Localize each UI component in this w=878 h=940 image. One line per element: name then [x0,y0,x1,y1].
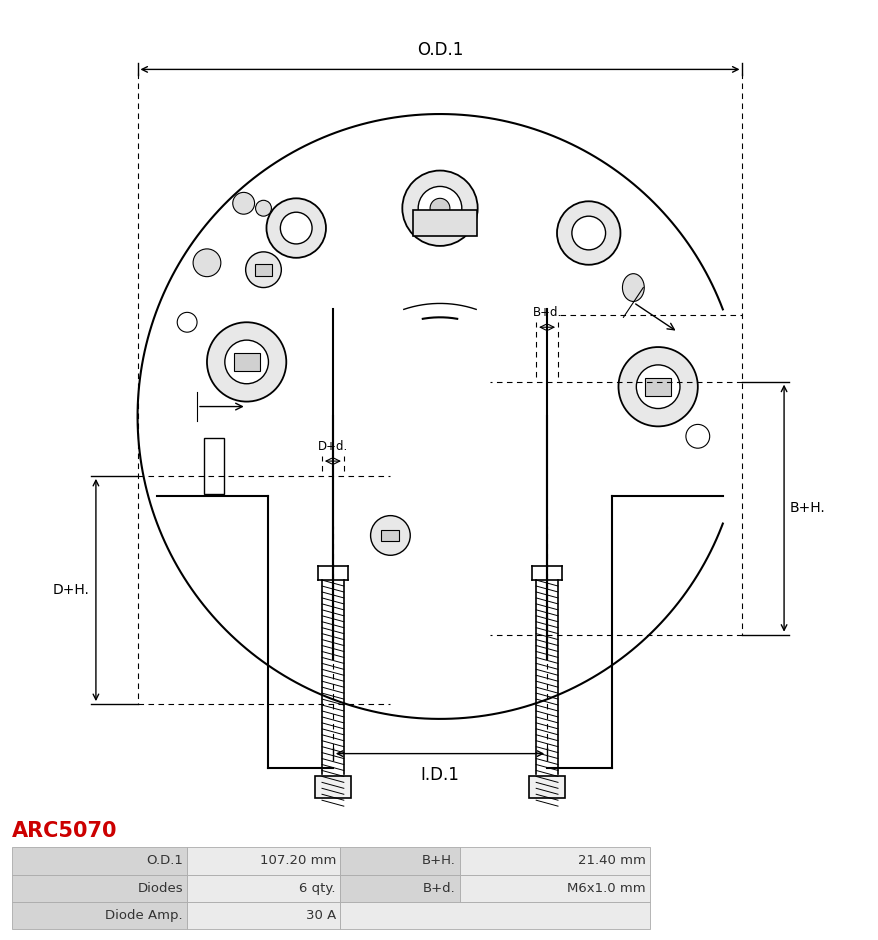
Circle shape [618,347,697,427]
FancyBboxPatch shape [459,874,649,901]
Text: 107.20 mm: 107.20 mm [259,854,335,868]
Circle shape [280,212,312,244]
FancyBboxPatch shape [340,847,459,874]
FancyBboxPatch shape [12,901,187,929]
Circle shape [245,252,281,288]
FancyBboxPatch shape [187,847,340,874]
FancyBboxPatch shape [187,874,340,901]
Text: 30 A: 30 A [306,909,335,922]
Circle shape [557,201,620,265]
Circle shape [266,198,326,258]
Text: M6x1.0 mm: M6x1.0 mm [566,882,645,895]
Circle shape [225,340,268,384]
Text: 6 qty.: 6 qty. [299,882,335,895]
FancyBboxPatch shape [413,211,476,236]
Text: B+H.: B+H. [789,501,824,515]
FancyBboxPatch shape [234,353,259,371]
FancyBboxPatch shape [204,438,224,494]
FancyBboxPatch shape [529,776,565,798]
Ellipse shape [622,274,644,302]
FancyBboxPatch shape [340,874,459,901]
Text: B+d.: B+d. [423,882,456,895]
Circle shape [371,516,410,556]
Text: D+H.: D+H. [53,583,90,597]
FancyBboxPatch shape [644,378,670,396]
FancyBboxPatch shape [255,264,272,275]
Circle shape [572,216,605,250]
Circle shape [636,365,680,409]
Circle shape [177,312,197,332]
Circle shape [685,424,709,448]
Text: I.D.1: I.D.1 [420,765,459,784]
FancyBboxPatch shape [381,529,399,541]
FancyBboxPatch shape [314,776,350,798]
Circle shape [255,200,271,216]
Circle shape [206,322,286,401]
Text: B+d.: B+d. [532,306,561,320]
Circle shape [402,170,477,246]
FancyBboxPatch shape [340,901,649,929]
Text: Diodes: Diodes [137,882,183,895]
Text: O.D.1: O.D.1 [416,41,463,59]
Circle shape [233,193,255,214]
FancyBboxPatch shape [459,847,649,874]
FancyBboxPatch shape [12,847,187,874]
Text: D+d.: D+d. [318,440,348,453]
FancyBboxPatch shape [12,874,187,901]
FancyBboxPatch shape [187,901,340,929]
Text: Diode Amp.: Diode Amp. [105,909,183,922]
Circle shape [193,249,220,276]
Text: O.D.1: O.D.1 [146,854,183,868]
Circle shape [418,186,461,230]
Text: B+H.: B+H. [421,854,456,868]
Text: ARC5070: ARC5070 [12,822,118,841]
Circle shape [429,198,450,218]
Text: 21.40 mm: 21.40 mm [578,854,645,868]
